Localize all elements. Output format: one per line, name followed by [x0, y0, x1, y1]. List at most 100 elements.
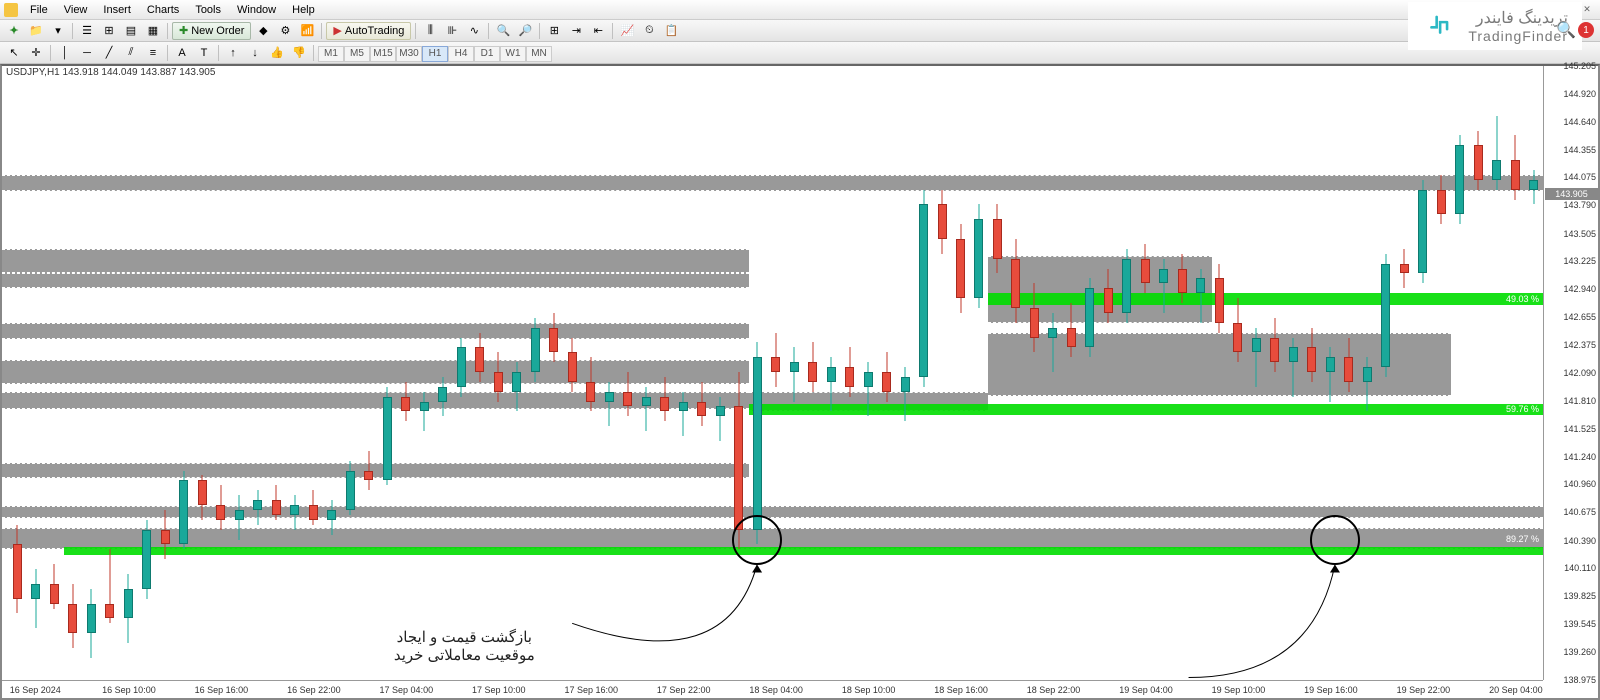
toolbar-drawing: ↖ ✛ │ ─ ╱ ⫽ ≡ A T ↑ ↓ 👍 👎 M1M5M15M30H1H4…	[0, 42, 1600, 64]
terminal-icon[interactable]: ▤	[121, 22, 141, 40]
price-tick: 142.375	[1563, 340, 1596, 350]
horizontal-line-icon[interactable]: ─	[77, 44, 97, 62]
profiles-icon[interactable]: ▾	[48, 22, 68, 40]
annotation-text-1-line2: موقعیت معاملاتی خرید	[364, 646, 564, 664]
time-tick: 16 Sep 2024	[10, 685, 61, 695]
menu-help[interactable]: Help	[284, 2, 323, 18]
cursor-icon[interactable]: ↖	[4, 44, 24, 62]
brand-fa: تریدینگ فایندر	[1476, 8, 1568, 28]
price-tick: 143.505	[1563, 229, 1596, 239]
navigator-icon[interactable]: ⊞	[99, 22, 119, 40]
menu-tools[interactable]: Tools	[187, 2, 229, 18]
time-tick: 20 Sep 04:00	[1489, 685, 1543, 695]
signals-icon[interactable]: 📶	[297, 22, 317, 40]
auto-scroll-icon[interactable]: ⇥	[566, 22, 586, 40]
timeframe-M15[interactable]: M15	[370, 46, 396, 62]
time-tick: 19 Sep 10:00	[1212, 685, 1266, 695]
timeframe-MN[interactable]: MN	[526, 46, 552, 62]
arrow-up-icon[interactable]: ↑	[223, 44, 243, 62]
menu-bar: FileViewInsertChartsToolsWindowHelp ─ □ …	[0, 0, 1600, 20]
menu-window[interactable]: Window	[229, 2, 284, 18]
timeframe-M1[interactable]: M1	[318, 46, 344, 62]
price-tick: 141.240	[1563, 452, 1596, 462]
text-label-icon[interactable]: T	[194, 44, 214, 62]
timeframe-D1[interactable]: D1	[474, 46, 500, 62]
candlestick-icon[interactable]: ⊪	[442, 22, 462, 40]
text-icon[interactable]: A	[172, 44, 192, 62]
menu-view[interactable]: View	[56, 2, 96, 18]
annotation-text-1: بازگشت قیمت و ایجادموقعیت معاملاتی خرید	[364, 628, 564, 664]
zoom-in-icon[interactable]: 🔍	[493, 22, 513, 40]
trendline-icon[interactable]: ╱	[99, 44, 119, 62]
menu-file[interactable]: File	[22, 2, 56, 18]
toolbar-main: ✦ 📁 ▾ ☰ ⊞ ▤ ▦ ✚New Order ◆ ⚙ 📶 ▶AutoTrad…	[0, 20, 1600, 42]
menu-insert[interactable]: Insert	[95, 2, 139, 18]
time-tick: 18 Sep 22:00	[1027, 685, 1081, 695]
brand-en: TradingFinder	[1468, 28, 1568, 44]
menu-charts[interactable]: Charts	[139, 2, 187, 18]
templates-icon[interactable]: 📋	[661, 22, 681, 40]
periodicity-icon[interactable]: ⏲	[639, 22, 659, 40]
price-tick: 141.810	[1563, 396, 1596, 406]
price-tick: 143.790	[1563, 200, 1596, 210]
annotation-text-1-line1: بازگشت قیمت و ایجاد	[364, 628, 564, 646]
price-tick: 139.825	[1563, 591, 1596, 601]
search-icon[interactable]: 🔍	[1558, 22, 1574, 38]
tile-windows-icon[interactable]: ⊞	[544, 22, 564, 40]
price-tick: 145.205	[1563, 61, 1596, 71]
timeframe-M5[interactable]: M5	[344, 46, 370, 62]
line-chart-icon[interactable]: ∿	[464, 22, 484, 40]
thumbs-up-icon[interactable]: 👍	[267, 44, 287, 62]
indicators-icon[interactable]: 📈	[617, 22, 637, 40]
thumbs-down-icon[interactable]: 👎	[289, 44, 309, 62]
expert-advisors-icon[interactable]: ⚙	[275, 22, 295, 40]
circle1	[732, 515, 782, 565]
open-icon[interactable]: 📁	[26, 22, 46, 40]
price-tick: 140.390	[1563, 536, 1596, 546]
price-axis: 145.205144.920144.640144.355144.075143.7…	[1543, 66, 1598, 680]
circle2	[1310, 515, 1360, 565]
price-tick: 144.355	[1563, 145, 1596, 155]
zoom-out-icon[interactable]: 🔎	[515, 22, 535, 40]
price-tick: 139.260	[1563, 647, 1596, 657]
timeframe-H4[interactable]: H4	[448, 46, 474, 62]
chart-shift-icon[interactable]: ⇤	[588, 22, 608, 40]
chart-window: USDJPY,H1 143.918 144.049 143.887 143.90…	[0, 64, 1600, 700]
current-price-label: 143.905	[1545, 188, 1598, 200]
autotrading-button[interactable]: ▶AutoTrading	[326, 22, 411, 40]
time-tick: 19 Sep 04:00	[1119, 685, 1173, 695]
time-tick: 16 Sep 22:00	[287, 685, 341, 695]
crosshair-icon[interactable]: ✛	[26, 44, 46, 62]
price-tick: 142.090	[1563, 368, 1596, 378]
bar-chart-icon[interactable]: ⫼	[420, 22, 440, 40]
price-tick: 141.525	[1563, 424, 1596, 434]
arrow-2	[2, 66, 1543, 680]
market-watch-icon[interactable]: ☰	[77, 22, 97, 40]
price-tick: 139.545	[1563, 619, 1596, 629]
fibonacci-icon[interactable]: ≡	[143, 44, 163, 62]
price-tick: 144.920	[1563, 89, 1596, 99]
channel-icon[interactable]: ⫽	[121, 44, 141, 62]
timeframe-W1[interactable]: W1	[500, 46, 526, 62]
chart-canvas[interactable]: 89.27 %49.03 %59.76 %بازگشت قیمت و ایجاد…	[2, 66, 1543, 680]
price-tick: 140.675	[1563, 507, 1596, 517]
arrow-down-icon[interactable]: ↓	[245, 44, 265, 62]
strategy-tester-icon[interactable]: ▦	[143, 22, 163, 40]
time-tick: 17 Sep 04:00	[380, 685, 434, 695]
notification-badge[interactable]: 1	[1578, 22, 1594, 38]
timeframe-M30[interactable]: M30	[396, 46, 422, 62]
new-chart-icon[interactable]: ✦	[4, 22, 24, 40]
timeframe-H1[interactable]: H1	[422, 46, 448, 62]
time-tick: 16 Sep 16:00	[195, 685, 249, 695]
time-axis: 16 Sep 202416 Sep 10:0016 Sep 16:0016 Se…	[2, 680, 1543, 698]
time-tick: 19 Sep 16:00	[1304, 685, 1358, 695]
price-tick: 140.960	[1563, 479, 1596, 489]
metatrader-icon[interactable]: ◆	[253, 22, 273, 40]
time-tick: 18 Sep 10:00	[842, 685, 896, 695]
new-order-button[interactable]: ✚New Order	[172, 22, 251, 40]
time-tick: 17 Sep 16:00	[564, 685, 618, 695]
price-tick: 140.110	[1564, 563, 1596, 573]
time-tick: 17 Sep 10:00	[472, 685, 526, 695]
time-tick: 19 Sep 22:00	[1397, 685, 1451, 695]
vertical-line-icon[interactable]: │	[55, 44, 75, 62]
